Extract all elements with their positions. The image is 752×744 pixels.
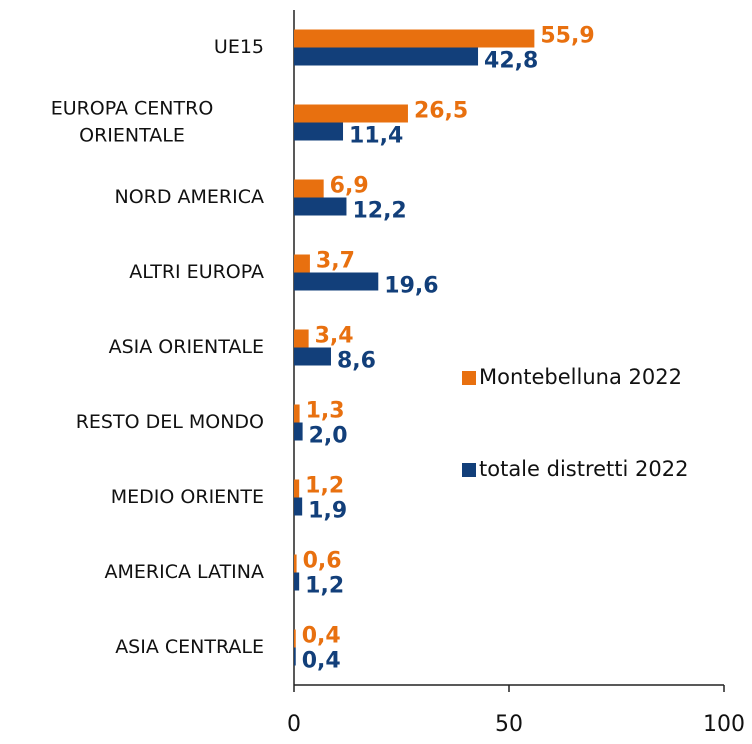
bar: [294, 647, 296, 666]
legend-label: Montebelluna 2022: [479, 365, 682, 389]
bar: [294, 572, 300, 591]
bar: [294, 554, 297, 573]
bar: [294, 122, 344, 141]
y-tick-label: EUROPA CENTRO ORIENTALE: [50, 96, 214, 147]
data-label: 6,9: [330, 174, 369, 199]
data-label: 1,9: [308, 499, 347, 524]
bar: [294, 347, 331, 366]
data-label: 19,6: [384, 274, 438, 299]
legend-swatch: [462, 463, 476, 477]
legend-swatch: [462, 371, 476, 385]
bar: [294, 479, 300, 498]
bar: [294, 329, 309, 348]
data-label: 55,9: [540, 24, 594, 49]
legend-label: totale distretti 2022: [479, 457, 688, 481]
data-label: 2,0: [309, 424, 348, 449]
y-tick-label: ALTRI EUROPA: [129, 260, 264, 283]
y-tick-label: AMERICA LATINA: [104, 560, 264, 583]
bar: [294, 272, 379, 291]
bar: [294, 104, 408, 123]
bar: [294, 629, 296, 648]
x-tick-label: 0: [287, 712, 301, 737]
y-tick-label: ASIA ORIENTALE: [108, 335, 264, 358]
data-label: 0,6: [303, 549, 342, 574]
data-label: 0,4: [302, 624, 341, 649]
data-label: 1,3: [306, 399, 345, 424]
data-label: 0,4: [302, 649, 341, 674]
bar: [294, 197, 347, 216]
y-tick-label: RESTO DEL MONDO: [75, 410, 264, 433]
bar: [294, 497, 303, 516]
data-label: 11,4: [349, 124, 403, 149]
bar: [294, 179, 324, 198]
y-tick-label: MEDIO ORIENTE: [110, 485, 264, 508]
data-label: 3,7: [316, 249, 355, 274]
data-label: 3,4: [315, 324, 354, 349]
data-label: 12,2: [352, 199, 406, 224]
bar: [294, 47, 479, 66]
data-label: 8,6: [337, 349, 376, 374]
bar: [294, 29, 535, 48]
bar: [294, 254, 310, 273]
y-tick-label: UE15: [213, 35, 264, 58]
data-label: 1,2: [305, 574, 344, 599]
data-label: 42,8: [484, 49, 538, 74]
bar: [294, 422, 303, 441]
x-tick-label: 50: [495, 712, 523, 737]
bar: [294, 404, 300, 423]
x-tick-label: 100: [703, 712, 745, 737]
data-label: 1,2: [305, 474, 344, 499]
y-tick-label: ASIA CENTRALE: [115, 635, 264, 658]
y-tick-label: NORD AMERICA: [114, 185, 264, 208]
data-label: 26,5: [414, 99, 468, 124]
